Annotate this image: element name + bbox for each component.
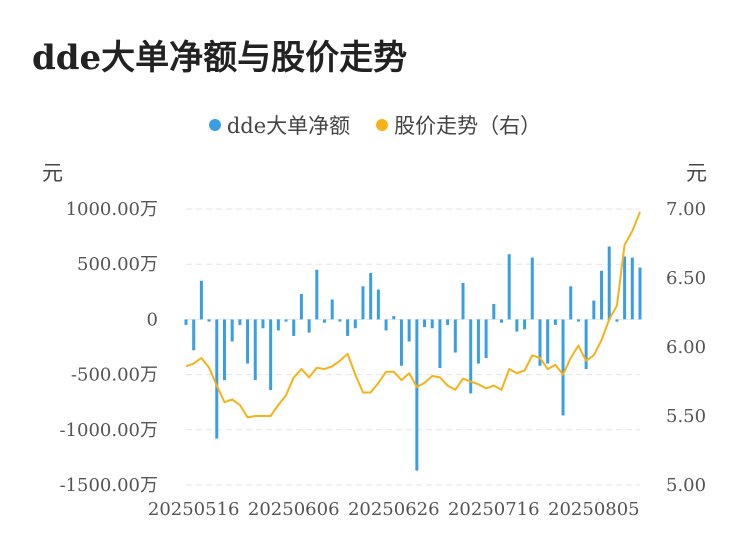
bar [376, 289, 380, 320]
bar [392, 316, 396, 320]
bar [584, 319, 588, 370]
bar [530, 257, 534, 320]
right-axis-tick-label: 5.50 [666, 406, 706, 427]
bar [369, 273, 373, 320]
left-axis-tick-label: 0 [147, 309, 158, 330]
bar [284, 319, 288, 322]
bar [253, 319, 257, 381]
bar [199, 280, 203, 320]
bar [461, 282, 465, 320]
left-axis-unit: 元 [42, 161, 63, 185]
bar [338, 319, 342, 322]
x-axis-tick-label: 20250716 [448, 499, 540, 520]
bar [315, 269, 319, 320]
right-axis-tick-label: 6.50 [666, 268, 706, 289]
right-axis-tick-label: 7.00 [666, 199, 706, 220]
bar [499, 319, 503, 323]
bar [592, 300, 596, 320]
bar [269, 319, 273, 391]
bar [423, 319, 427, 328]
legend: dde大单净额 股价走势（右） [0, 110, 750, 140]
bar [538, 319, 542, 366]
bar [453, 319, 457, 353]
bar [507, 254, 511, 320]
bar [484, 319, 488, 359]
legend-item-price[interactable]: 股价走势（右） [376, 110, 541, 140]
bar [607, 246, 611, 320]
bar [469, 319, 473, 394]
bar [430, 319, 434, 329]
right-axis-tick-label: 5.00 [666, 475, 706, 496]
legend-label-dde: dde大单净额 [226, 114, 351, 138]
right-axis-unit: 元 [686, 161, 707, 185]
x-axis-tick-label: 20250516 [148, 499, 240, 520]
bar [192, 319, 196, 351]
bar [230, 319, 234, 342]
bar [299, 294, 303, 320]
x-axis-tick-label: 20250606 [248, 499, 340, 520]
bar [523, 319, 527, 330]
bar [415, 319, 419, 471]
bar [330, 299, 334, 320]
bar [638, 267, 642, 320]
bar [207, 319, 211, 322]
left-axis-tick-label: -500.00万 [71, 365, 158, 386]
bar [438, 319, 442, 368]
bar [576, 319, 580, 322]
bar [553, 319, 557, 325]
legend-dot-price-icon [376, 119, 389, 131]
bar [307, 319, 311, 333]
bar [515, 319, 519, 332]
bar [323, 319, 327, 323]
bar [407, 319, 411, 342]
legend-dot-dde-icon [208, 119, 221, 131]
bar [546, 319, 550, 364]
left-axis-tick-label: 500.00万 [77, 254, 158, 275]
bar [399, 319, 403, 366]
left-axis-tick-label: -1500.00万 [59, 475, 158, 496]
chart-title: dde大单净额与股价走势 [32, 38, 408, 78]
bar [630, 257, 634, 320]
bar [346, 319, 350, 336]
bar [569, 286, 573, 320]
bar [276, 319, 280, 331]
bar [238, 319, 242, 325]
legend-label-price: 股价走势（右） [394, 114, 542, 138]
price-line [185, 211, 641, 419]
bar [561, 319, 565, 416]
bar [353, 319, 357, 329]
bar [600, 270, 604, 320]
bar [492, 303, 496, 320]
bar [623, 256, 627, 320]
bar [184, 319, 188, 325]
x-axis-tick-label: 20250805 [548, 499, 640, 520]
bar [476, 319, 480, 364]
bar [292, 319, 296, 336]
left-axis-tick-label: -1000.00万 [59, 420, 158, 441]
bar [215, 319, 219, 439]
legend-item-dde[interactable]: dde大单净额 [208, 110, 351, 140]
left-axis-tick-label: 1000.00万 [66, 199, 158, 220]
bar [222, 319, 226, 381]
bar [361, 286, 365, 320]
bar [261, 319, 265, 329]
x-axis-tick-label: 20250626 [348, 499, 440, 520]
right-axis-tick-label: 6.00 [666, 337, 706, 358]
bar [615, 319, 619, 322]
bar [446, 319, 450, 325]
bar [384, 319, 388, 331]
bar [246, 319, 250, 364]
